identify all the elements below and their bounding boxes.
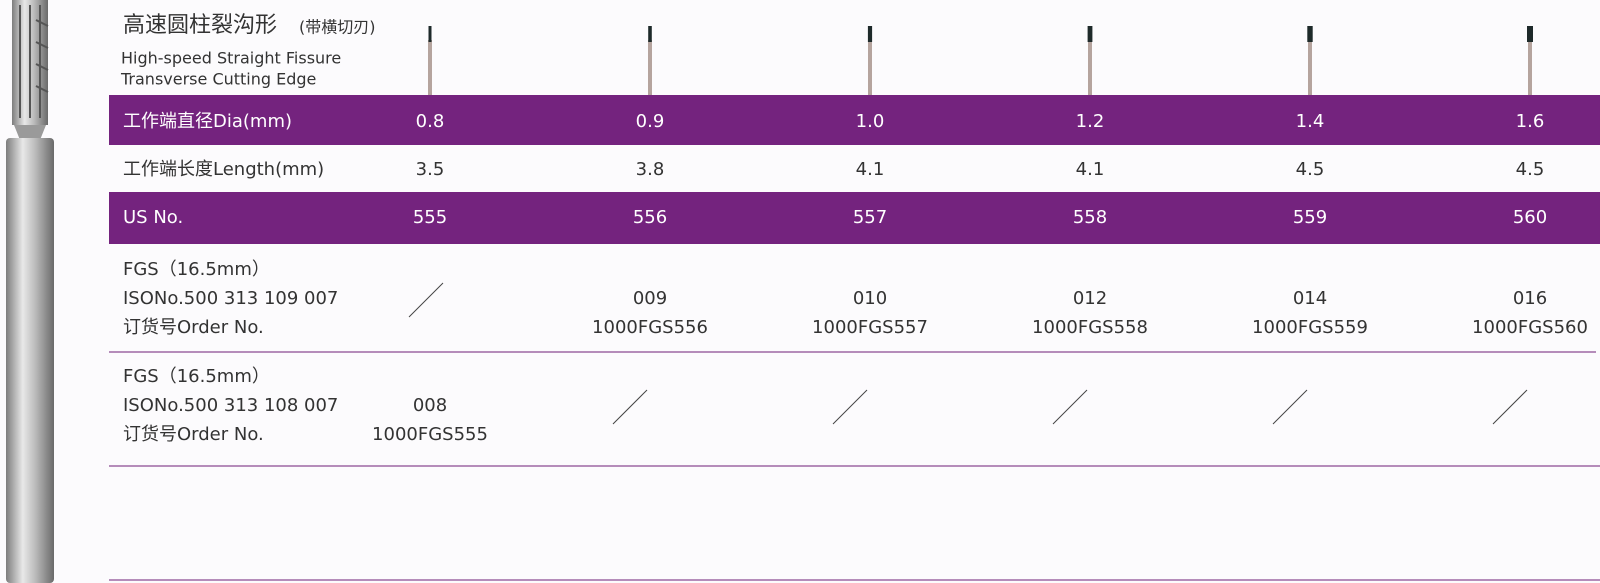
title: 高速圆柱裂沟形 [123, 13, 277, 38]
cell: 4.5 [1296, 159, 1325, 180]
not-available [1052, 389, 1088, 425]
not-available [1272, 389, 1308, 425]
cell: 559 [1293, 207, 1327, 228]
bur-icon-shank [1308, 40, 1312, 95]
row-label: ISONo.500 313 108 007 [123, 395, 338, 416]
bur-icon-head [867, 26, 873, 42]
cell: 1.2 [1076, 111, 1105, 132]
cell-iso: 009 [633, 288, 667, 309]
bur-icon-shank [1528, 40, 1532, 95]
bur-icon-head [1307, 26, 1313, 42]
title-note: (带横切刃) [299, 18, 376, 37]
bur-icon-shank [1088, 40, 1092, 95]
cell: 3.8 [636, 159, 665, 180]
cell-iso: 016 [1513, 288, 1547, 309]
cell-order: 1000FGS556 [592, 317, 708, 338]
not-available [1492, 389, 1528, 425]
bur-icon-shank [648, 40, 652, 95]
cell: 1.6 [1516, 111, 1545, 132]
not-available [612, 389, 648, 425]
subtitle: Transverse Cutting Edge [120, 70, 316, 89]
cell-order: 1000FGS555 [372, 424, 488, 445]
row-band [109, 192, 1600, 244]
cell: 0.8 [416, 111, 445, 132]
row-label: 工作端直径Dia(mm) [123, 111, 292, 132]
cell: 0.9 [636, 111, 665, 132]
not-available [408, 282, 444, 318]
cell: 4.5 [1516, 159, 1545, 180]
cell-order: 1000FGS560 [1472, 317, 1588, 338]
row-label: FGS（16.5mm） [123, 366, 270, 387]
bur-illustration [6, 0, 54, 583]
cell-iso: 012 [1073, 288, 1107, 309]
bur-icon-head [1087, 26, 1093, 42]
row-label: 订货号Order No. [123, 424, 264, 445]
cell: 557 [853, 207, 887, 228]
cell-order: 1000FGS559 [1252, 317, 1368, 338]
cell: 555 [413, 207, 447, 228]
cell-iso: 014 [1293, 288, 1327, 309]
cell: 556 [633, 207, 667, 228]
cell: 4.1 [856, 159, 885, 180]
cell-order: 1000FGS558 [1032, 317, 1148, 338]
cell-iso: 010 [853, 288, 887, 309]
row-label: 工作端长度Length(mm) [123, 159, 324, 180]
cell: 3.5 [416, 159, 445, 180]
row-label: US No. [123, 207, 183, 228]
cell: 558 [1073, 207, 1107, 228]
cell: 1.4 [1296, 111, 1325, 132]
not-available [832, 389, 868, 425]
subtitle: High-speed Straight Fissure [121, 49, 341, 68]
bur-icon-head [1527, 26, 1533, 42]
row-band [109, 95, 1600, 145]
cell-iso: 008 [413, 395, 447, 416]
row-label: FGS（16.5mm） [123, 259, 270, 280]
bur-icon-shank [868, 40, 872, 95]
cell: 4.1 [1076, 159, 1105, 180]
bur-icon-head [428, 26, 432, 42]
bur-icon-shank [428, 40, 432, 95]
row-label: ISONo.500 313 109 007 [123, 288, 338, 309]
row-label: 订货号Order No. [123, 317, 264, 338]
bur-icon-head [648, 26, 652, 42]
cell: 560 [1513, 207, 1547, 228]
cell-order: 1000FGS557 [812, 317, 928, 338]
cell: 1.0 [856, 111, 885, 132]
